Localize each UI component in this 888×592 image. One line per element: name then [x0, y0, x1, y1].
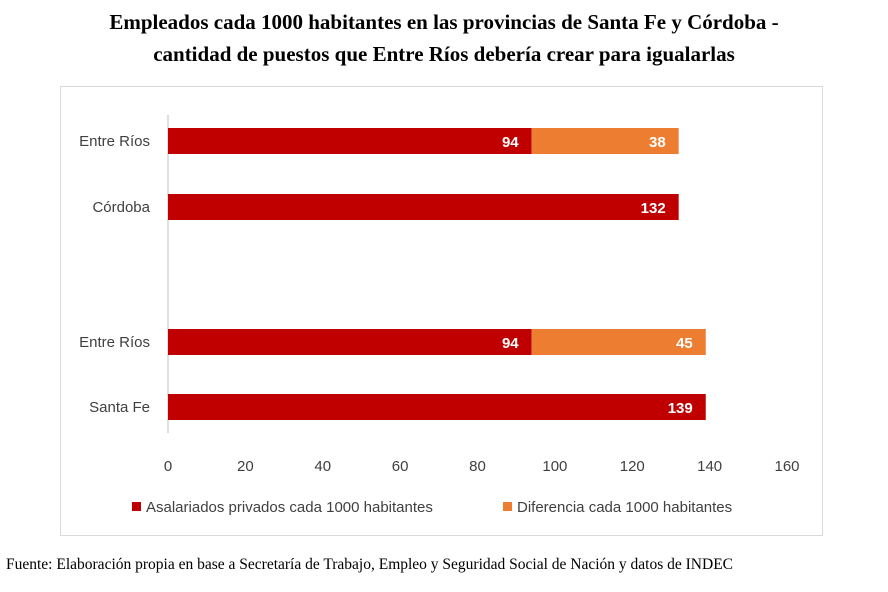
x-tick-label: 0 — [164, 458, 172, 475]
bar-segment-asalariados — [168, 329, 532, 355]
bar-segment-asalariados — [168, 194, 679, 220]
data-label: 132 — [641, 200, 666, 217]
bar-segment-diferencia — [531, 128, 679, 154]
x-tick-label: 80 — [469, 458, 486, 475]
legend-swatch — [503, 502, 512, 511]
data-label: 139 — [668, 400, 693, 417]
category-label: Córdoba — [92, 199, 150, 216]
x-tick-label: 100 — [542, 458, 567, 475]
bar-segment-diferencia — [531, 329, 706, 355]
x-tick-label: 60 — [392, 458, 409, 475]
x-tick-label: 120 — [620, 458, 645, 475]
legend-swatch — [132, 502, 141, 511]
chart-area — [60, 86, 823, 536]
x-tick-label: 140 — [697, 458, 722, 475]
data-label: 38 — [649, 134, 666, 151]
x-tick-label: 20 — [237, 458, 254, 475]
data-label: 45 — [676, 335, 693, 352]
data-label: 94 — [502, 335, 519, 352]
category-label: Entre Ríos — [79, 133, 150, 150]
x-tick-label: 40 — [314, 458, 331, 475]
source-note: Fuente: Elaboración propia en base a Sec… — [6, 556, 733, 573]
category-label: Santa Fe — [89, 399, 150, 416]
legend-label: Asalariados privados cada 1000 habitante… — [146, 499, 433, 516]
chart-title-line-1: Empleados cada 1000 habitantes en las pr… — [109, 10, 779, 34]
data-label: 94 — [502, 134, 519, 151]
chart-title-line-2: cantidad de puestos que Entre Ríos deber… — [153, 42, 735, 66]
x-tick-label: 160 — [774, 458, 799, 475]
bar-segment-asalariados — [168, 128, 532, 154]
category-label: Entre Ríos — [79, 334, 150, 351]
legend-label: Diferencia cada 1000 habitantes — [517, 499, 732, 516]
chart-title: Empleados cada 1000 habitantes en las pr… — [0, 6, 888, 70]
bar-segment-asalariados — [168, 394, 706, 420]
